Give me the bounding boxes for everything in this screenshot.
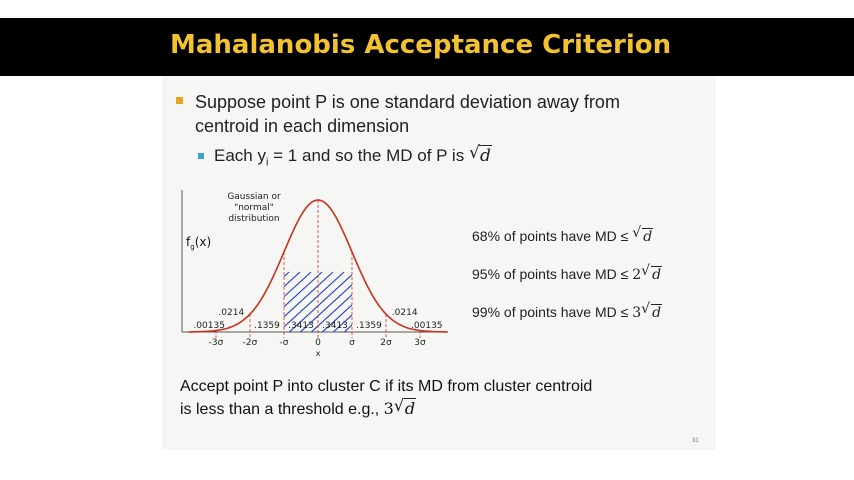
leq-sign: ≤ [620,266,629,282]
gaussian-chart: -3σ -2σ -σ 0 σ 2σ 3σ x .00135 .0214 .1359 .3413 .341… [181,190,448,358]
hatch-line [284,271,352,332]
hatch-line [284,271,312,332]
region-value-label: .0214 [218,308,244,318]
hatch-line [284,271,301,332]
y-axis-label: fg(x) [186,235,211,251]
bullet-square-icon [176,97,183,104]
leq-sign: ≤ [620,228,629,244]
sqrt-body: d [651,266,663,283]
chart-title-line: distribution [228,214,279,224]
math-coefficient: 2 [632,267,642,283]
x-tick-label: σ [349,338,355,348]
stat-99: 99% of points have MD ≤ 3 √ d [472,301,663,321]
bullet-square-icon [198,153,204,159]
hatch-line [284,271,345,332]
stat-text: 95% of points have MD [472,266,621,282]
slide-number: 31 [692,438,699,444]
x-axis-label: x [316,349,321,358]
x-tick-label: 3σ [414,338,426,348]
hatch-line [317,271,352,332]
chart-title-line: Gaussian or [227,192,281,202]
hatch-line [295,271,352,332]
x-tick-label: -3σ [209,338,224,348]
sqrt-d-math: √ d [641,301,663,321]
x-tick-label: -2σ [243,338,258,348]
x-tick-label: -σ [280,338,289,348]
bullet-sub-text: Each yi = 1 and so the MD of P is √ d [214,143,492,169]
gaussian-curve [188,199,448,333]
region-value-label: .0214 [392,308,418,318]
hatch-line [328,271,352,332]
hatch-line [306,271,352,332]
math-coefficient: 3 [383,399,394,418]
hatch-line [284,271,323,332]
leq-sign: ≤ [620,304,629,320]
region-value-label: .1359 [254,321,280,331]
sqrt-body: d [478,145,492,166]
sqrt-body: d [403,398,417,418]
hatch-line [284,271,334,332]
acceptance-line-2-text: is less than a threshold e.g., [180,401,384,418]
title-bar [0,18,854,76]
math-coefficient: 3 [632,305,642,321]
sqrt-d-math: √ d [393,396,417,421]
region-value-label: .3413 [288,321,314,331]
region-value-label: .3413 [322,321,348,331]
sqrt-body: d [651,304,663,321]
hatch-line [339,271,352,332]
acceptance-line-2: is less than a threshold e.g., 3 √ d [180,396,700,421]
bullet-main-text: Suppose point P is one standard deviatio… [195,92,620,136]
bullet-sub-suffix: = 1 and so the MD of P is [268,146,469,165]
radical-sign: √ [641,301,651,317]
stat-68: 68% of points have MD ≤ √ d [472,225,654,245]
region-value-label: .00135 [411,321,443,331]
x-tick-label: 0 [315,338,321,348]
hatch-group [284,271,352,332]
stat-95: 95% of points have MD ≤ 2 √ d [472,263,663,283]
bullet-sub-prefix: Each y [214,146,266,165]
region-value-label: .1359 [356,321,382,331]
radical-sign: √ [393,396,405,415]
radical-sign: √ [641,263,651,279]
region-value-label: .00135 [193,321,225,331]
chart-title-line: "normal" [234,203,274,213]
stat-text: 68% of points have MD [472,228,621,244]
stat-text: 99% of points have MD [472,304,621,320]
sqrt-body: d [642,228,654,245]
sqrt-d-math: √ d [632,225,654,245]
sqrt-d-math: √ d [641,263,663,283]
x-tick-label: 2σ [380,338,392,348]
radical-sign: √ [468,143,480,163]
acceptance-line-1: Accept point P into cluster C if its MD … [180,378,593,395]
radical-sign: √ [632,225,642,241]
acceptance-statement: Accept point P into cluster C if its MD … [180,376,700,421]
slide-title: Mahalanobis Acceptance Criterion [170,30,672,60]
sqrt-d-math: √ d [468,143,492,166]
slide-body [162,76,716,450]
bullet-sub-subscript: i [265,156,269,169]
